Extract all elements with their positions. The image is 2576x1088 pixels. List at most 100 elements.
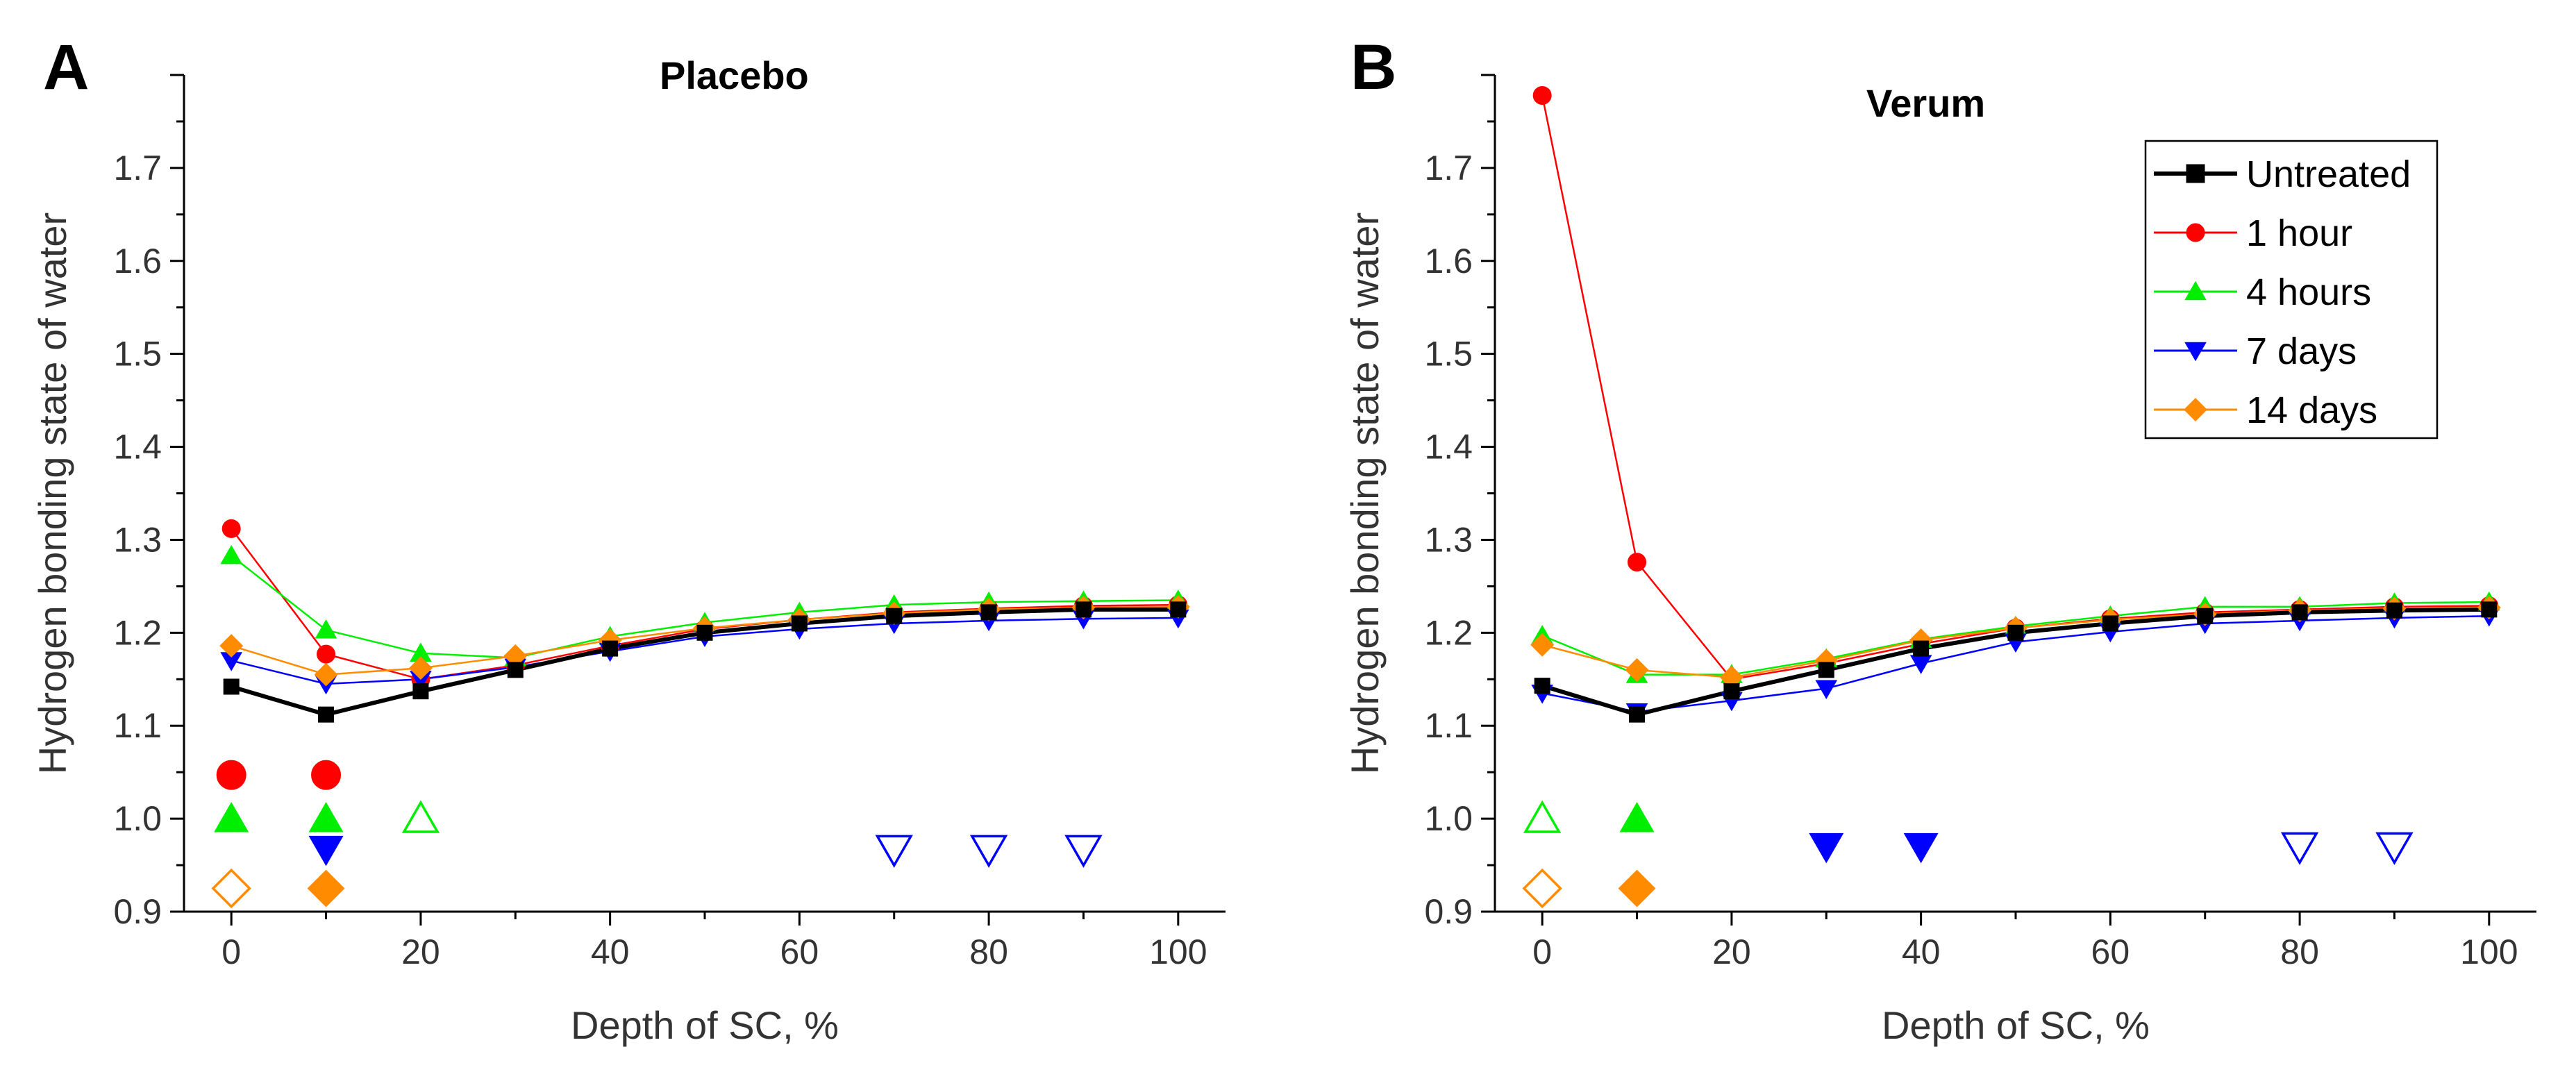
x-tick-label: 0 xyxy=(221,932,241,971)
data-point xyxy=(1628,553,1647,572)
significance-marker-filled xyxy=(1619,802,1655,832)
y-axis-label: Hydrogen bonding state of water xyxy=(31,212,74,774)
x-tick-label: 40 xyxy=(1902,932,1941,971)
data-point xyxy=(507,662,524,678)
x-tick-label: 80 xyxy=(969,932,1008,971)
data-point xyxy=(1532,85,1552,105)
significance-marker-open xyxy=(969,835,1008,868)
y-tick-label: 1.1 xyxy=(113,706,162,745)
significance-marker-filled xyxy=(214,802,249,832)
data-point xyxy=(980,604,997,621)
x-tick-label: 60 xyxy=(780,932,819,971)
legend-marker xyxy=(2184,398,2207,421)
data-point xyxy=(791,615,808,632)
y-tick-label: 1.3 xyxy=(1424,520,1473,559)
y-tick-label: 1.2 xyxy=(113,613,162,652)
y-tick-label: 1.5 xyxy=(113,335,162,374)
x-tick-label: 0 xyxy=(1532,932,1552,971)
x-tick-label: 40 xyxy=(591,932,630,971)
y-tick-label: 1.5 xyxy=(1424,335,1473,374)
significance-marker-open xyxy=(401,800,440,833)
legend-marker xyxy=(2184,342,2207,362)
x-tick-label: 80 xyxy=(2280,932,2319,971)
significance-marker-filled xyxy=(308,802,344,832)
y-tick-label: 1.6 xyxy=(113,242,162,281)
y-tick-label: 0.9 xyxy=(1424,892,1473,931)
data-point xyxy=(1723,683,1740,700)
panel-b: B Verum 0.9 1.0 1.1 1.2 1.3 1.4 1.5 1.6 1.7 0 20 40 60… xyxy=(1343,32,2536,1047)
significance-marker-open xyxy=(2280,832,2319,865)
significance-marker-filled xyxy=(311,760,342,790)
data-point xyxy=(2197,608,2214,624)
data-point xyxy=(1534,678,1550,694)
data-point xyxy=(2102,615,2118,632)
data-point xyxy=(602,640,619,657)
data-point xyxy=(412,683,429,700)
significance-marker-filled xyxy=(216,760,246,790)
data-point xyxy=(2007,624,2024,641)
data-point xyxy=(1625,658,1649,682)
significance-marker-filled xyxy=(308,835,344,867)
data-point xyxy=(219,634,244,658)
significance-marker-open xyxy=(1064,835,1103,868)
data-point xyxy=(221,519,241,538)
data-point xyxy=(1818,662,1834,678)
data-point xyxy=(1629,706,1646,723)
legend-entry: 4 hours xyxy=(2246,271,2371,313)
data-point xyxy=(2291,604,2308,621)
y-tick-label: 1.0 xyxy=(1424,799,1473,838)
y-tick-label: 1.4 xyxy=(1424,428,1473,467)
data-point xyxy=(314,662,338,687)
data-point xyxy=(223,678,240,695)
x-tick-label: 60 xyxy=(2091,932,2130,971)
legend-entry: 1 hour xyxy=(2246,212,2352,254)
x-tick-label: 20 xyxy=(401,932,440,971)
x-tick-label: 20 xyxy=(1712,932,1751,971)
legend-marker xyxy=(2184,281,2207,301)
y-tick-label: 1.1 xyxy=(1424,706,1473,745)
y-axis-label: Hydrogen bonding state of water xyxy=(1343,212,1387,774)
data-point xyxy=(317,644,336,664)
legend-marker xyxy=(2186,223,2205,242)
x-axis-label: Depth of SC, % xyxy=(571,1003,839,1047)
significance-marker-filled xyxy=(1618,869,1656,907)
data-point xyxy=(886,608,903,624)
y-tick-label: 1.4 xyxy=(113,428,162,467)
legend-entry: 7 days xyxy=(2246,330,2357,372)
data-point xyxy=(1913,640,1930,657)
data-point xyxy=(2481,601,2498,618)
y-tick-label: 1.2 xyxy=(1424,613,1473,652)
x-tick-label: 100 xyxy=(1149,932,1207,971)
y-tick-label: 1.3 xyxy=(113,520,162,559)
y-tick-label: 1.6 xyxy=(1424,242,1473,281)
x-tick-label: 100 xyxy=(2460,932,2518,971)
data-point xyxy=(696,624,713,641)
panel-label: B xyxy=(1350,32,1396,103)
data-point xyxy=(408,656,433,680)
legend-entry: 14 days xyxy=(2246,390,2377,431)
significance-marker-filled xyxy=(1903,832,1939,864)
significance-marker-open xyxy=(1523,800,1562,833)
panel-a: A Placebo 0.9 1.0 1.1 1.2 1.3 1.4 1.5 1.6 1.7 0 20 40… xyxy=(31,32,1226,1047)
legend-entry: Untreated xyxy=(2246,153,2411,195)
data-point xyxy=(1530,633,1555,657)
data-point xyxy=(2386,602,2402,619)
panel-title: Placebo xyxy=(660,53,809,97)
data-point xyxy=(1170,601,1187,618)
panel-label: A xyxy=(43,32,89,103)
legend: Untreated 1 hour 4 hours 7 days 14 days xyxy=(2144,140,2439,440)
y-tick-label: 0.9 xyxy=(113,892,162,931)
y-tick-label: 1.0 xyxy=(113,799,162,838)
y-tick-label: 1.7 xyxy=(113,149,162,187)
panel-title: Verum xyxy=(1866,81,1985,125)
data-point xyxy=(318,706,335,723)
data-point xyxy=(1075,601,1092,618)
data-point xyxy=(315,619,337,639)
significance-marker-filled xyxy=(1809,832,1844,864)
significance-marker-open xyxy=(1522,868,1562,909)
y-tick-label: 1.7 xyxy=(1424,149,1473,187)
legend-marker xyxy=(2186,164,2205,183)
data-point xyxy=(220,544,242,564)
significance-marker-open xyxy=(875,835,913,868)
